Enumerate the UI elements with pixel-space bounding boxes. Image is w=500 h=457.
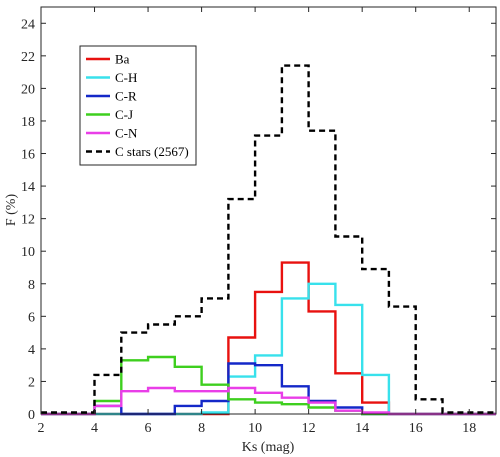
y-tick-label: 12 <box>21 213 35 228</box>
legend-box <box>79 45 197 166</box>
x-tick-label: 8 <box>198 421 205 436</box>
x-tick-label: 12 <box>302 421 316 436</box>
x-tick-label: 14 <box>355 421 369 436</box>
y-tick-label: 6 <box>28 310 35 325</box>
legend-label: Ba <box>115 52 130 67</box>
x-tick-label: 10 <box>248 421 262 436</box>
y-tick-label: 16 <box>21 148 35 163</box>
y-tick-label: 22 <box>21 50 35 65</box>
series-line-c-n <box>41 386 496 416</box>
y-tick-label: 10 <box>21 245 35 260</box>
x-tick-label: 16 <box>409 421 423 436</box>
x-tick-label: 6 <box>145 421 152 436</box>
legend-label: C-N <box>115 126 138 141</box>
y-axis-label: F (%) <box>4 194 19 227</box>
y-tick-label: 8 <box>28 278 35 293</box>
x-tick-label: 18 <box>462 421 476 436</box>
legend-label: C stars (2567) <box>115 144 189 159</box>
y-tick-label: 18 <box>21 115 35 130</box>
x-tick-label: 4 <box>91 421 98 436</box>
legend: Ba C-H C-R C-J C-N C stars (2567) <box>79 45 197 166</box>
y-tick-label: 0 <box>28 408 35 423</box>
y-tick-label: 20 <box>21 82 35 97</box>
x-tick-label: 2 <box>38 421 45 436</box>
y-tick-label: 14 <box>21 180 35 195</box>
series-line-c-stars-2567 <box>41 64 496 414</box>
legend-label: C-R <box>115 89 137 104</box>
legend-label: C-H <box>115 70 137 85</box>
plot-frame <box>40 6 497 415</box>
y-tick-label: 4 <box>28 343 35 358</box>
legend-label: C-J <box>115 107 133 122</box>
y-tick-label: 2 <box>28 375 35 390</box>
y-tick-label: 24 <box>21 17 35 32</box>
x-axis-label: Ks (mag) <box>242 440 295 455</box>
